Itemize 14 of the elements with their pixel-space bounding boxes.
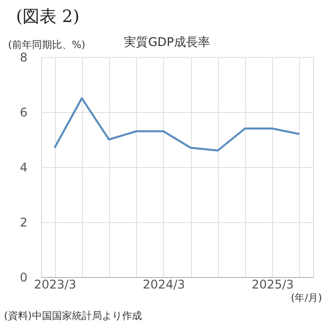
y-tick-label: 6	[20, 106, 28, 120]
y-axis-title: (前年同期比、%)	[8, 39, 86, 51]
text: (資料)中国国家統計局より作成	[4, 310, 142, 322]
x-tick-label: 2025/3	[252, 278, 294, 292]
x-tick-label: 2024/3	[142, 278, 186, 292]
x-tick-label: 2023/3	[34, 278, 76, 292]
y-tick-label: 4	[20, 160, 28, 174]
y-tick-label: 0	[20, 270, 28, 284]
line-series	[54, 97, 300, 152]
chart-subtitle: 実質GDP成長率	[124, 35, 210, 49]
x-axis-title: (年/月)	[290, 292, 322, 304]
y-tick-label: 8	[20, 50, 28, 64]
y-tick-label: 2	[20, 216, 28, 230]
chart-title: (図表 2)	[16, 7, 80, 27]
